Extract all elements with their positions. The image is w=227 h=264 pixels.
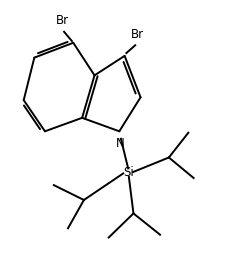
Text: Si: Si [122, 166, 133, 179]
Text: Br: Br [56, 14, 69, 27]
Text: Br: Br [130, 28, 143, 41]
Text: N: N [115, 136, 124, 150]
